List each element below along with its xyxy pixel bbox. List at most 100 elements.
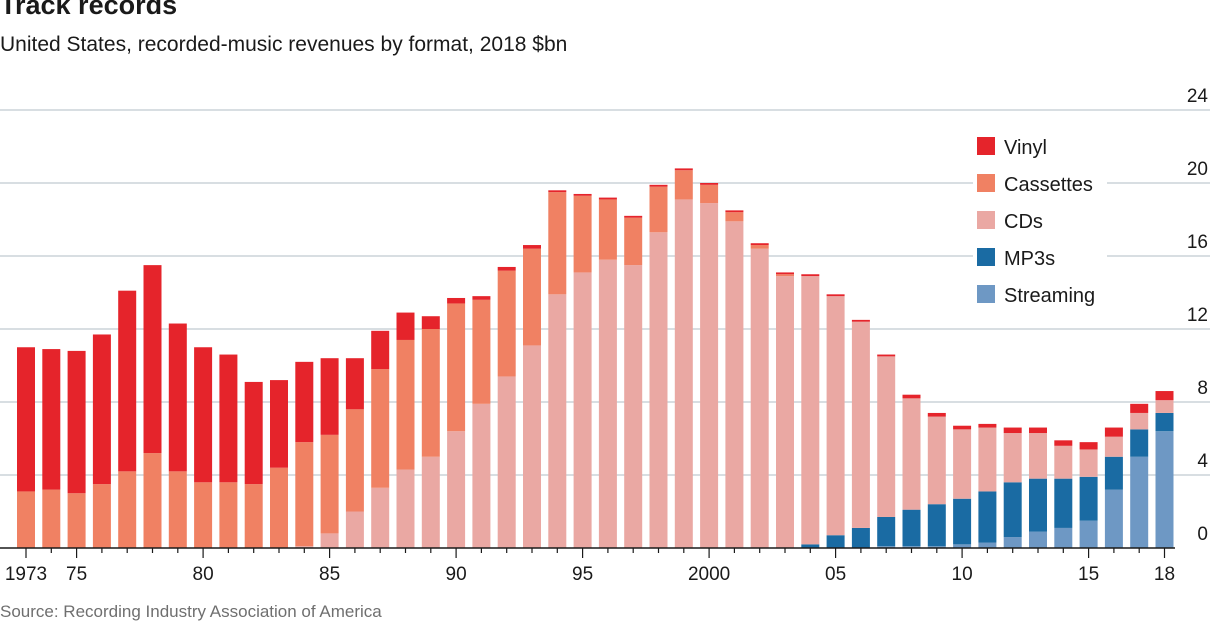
bar-segment-cassettes-1998 — [649, 186, 668, 233]
bar-segment-streaming-2014 — [1054, 527, 1073, 548]
bar-segment-vinyl-1990 — [447, 297, 466, 304]
bar-segment-vinyl-2017 — [1130, 403, 1149, 413]
bar-segment-mp3s-2015 — [1079, 476, 1098, 521]
bar-segment-vinyl-1988 — [396, 312, 415, 340]
bar-segment-vinyl-1993 — [523, 245, 541, 249]
chart-subtitle: United States, recorded-music revenues b… — [0, 33, 568, 56]
bar-segment-cds-2003 — [776, 276, 794, 548]
bar-segment-cds-1994 — [548, 294, 567, 548]
bar-segment-vinyl-2016 — [1104, 427, 1123, 437]
bar-segment-cds-2004 — [801, 276, 820, 545]
bar-segment-vinyl-1987 — [371, 330, 390, 370]
bar-segment-cassettes-1977 — [118, 471, 137, 548]
axes: 1973 75 80 85 90 95 2000 05 10 15 18 — [0, 547, 1175, 585]
bar-segment-vinyl-2008 — [902, 394, 921, 399]
bar-segment-cds-1996 — [598, 259, 617, 548]
bar-segment-cassettes-1980 — [194, 482, 213, 548]
x-tick-label: 18 — [1154, 564, 1175, 585]
bar-segment-cds-2012 — [1003, 433, 1022, 483]
bar-segment-vinyl-1985 — [320, 358, 339, 435]
legend-swatch-mp3s — [977, 248, 995, 266]
bar-segment-vinyl-1975 — [67, 350, 86, 494]
bar-segment-cassettes-1986 — [345, 409, 364, 512]
bar-segment-cassettes-1991 — [472, 299, 491, 404]
y-tick-label: 24 — [1187, 86, 1209, 107]
bar-segment-cds-1984 — [295, 546, 314, 548]
bar-segment-cassettes-1975 — [67, 493, 86, 548]
bar-segment-vinyl-2012 — [1003, 427, 1022, 434]
bar-segment-streaming-2007 — [877, 546, 896, 548]
bar-segment-vinyl-1995 — [573, 193, 592, 196]
bar-segment-vinyl-2006 — [851, 319, 870, 322]
bar-segment-cassettes-2001 — [725, 212, 744, 222]
bar-segment-vinyl-1996 — [598, 197, 617, 200]
bar-segment-cassettes-1992 — [497, 270, 516, 377]
bar-segment-vinyl-2002 — [750, 243, 769, 246]
bar-segment-cds-2008 — [902, 398, 921, 510]
legend-label-vinyl: Vinyl — [1004, 137, 1047, 159]
bar-segment-vinyl-2009 — [927, 412, 946, 417]
bar-segment-mp3s-2005 — [826, 535, 845, 548]
legend-bg — [973, 281, 1107, 309]
bar-segment-streaming-2018 — [1155, 431, 1174, 548]
legend-swatch-streaming — [977, 285, 995, 303]
bar-segment-vinyl-2003 — [776, 272, 794, 275]
bar-segment-cds-1986 — [345, 511, 364, 548]
bar-segment-cassettes-1999 — [674, 170, 693, 200]
bar-segment-vinyl-2005 — [826, 294, 845, 297]
bar-segment-cds-2000 — [700, 203, 719, 548]
bar-segment-mp3s-2011 — [978, 491, 997, 543]
bar-segment-vinyl-2010 — [953, 425, 972, 430]
bar-segment-streaming-2008 — [902, 546, 921, 548]
chart-title: Track records — [0, 0, 178, 20]
bar-segment-vinyl-1989 — [421, 316, 440, 329]
bar-segment-streaming-2009 — [927, 546, 946, 548]
bar-segment-cassettes-2000 — [700, 184, 719, 204]
legend-label-streaming: Streaming — [1004, 285, 1095, 307]
bar-segment-vinyl-2001 — [725, 210, 744, 213]
bar-segment-cassettes-1995 — [573, 195, 592, 273]
x-tick-label: 90 — [446, 564, 467, 585]
legend-label-mp3s: MP3s — [1004, 248, 1055, 270]
bar-segment-mp3s-2010 — [953, 498, 972, 545]
bar-segment-vinyl-1997 — [624, 215, 643, 218]
bar-segment-cassettes-1979 — [168, 471, 187, 548]
bar-segment-cassettes-1978 — [143, 453, 162, 548]
source-note: Source: Recording Industry Association o… — [0, 602, 382, 621]
y-tick-label: 12 — [1187, 305, 1208, 326]
bar-segment-cds-1991 — [472, 403, 491, 548]
bar-segment-cds-1995 — [573, 272, 592, 548]
legend-bg — [973, 207, 1107, 235]
bar-segment-cds-1990 — [447, 431, 466, 548]
bar-segment-cds-1992 — [497, 376, 516, 548]
bar-segment-mp3s-2016 — [1104, 456, 1123, 490]
legend-swatch-cassettes — [977, 174, 995, 192]
bar-segment-mp3s-2009 — [927, 504, 946, 547]
bar-segment-streaming-2015 — [1079, 520, 1098, 548]
legend-swatch-vinyl — [977, 137, 995, 155]
bar-segment-streaming-2017 — [1130, 456, 1149, 548]
x-tick-label: 05 — [825, 564, 846, 585]
legend-label-cds: CDs — [1004, 211, 1043, 233]
bar-segment-streaming-2011 — [978, 542, 997, 548]
bar-segment-mp3s-2014 — [1054, 478, 1073, 528]
bar-segment-cds-2001 — [725, 221, 744, 548]
bar-segment-cds-2005 — [826, 296, 845, 536]
legend-bg — [973, 244, 1107, 272]
bar-segment-cassettes-1990 — [447, 303, 466, 432]
x-tick-label: 15 — [1078, 564, 1099, 585]
bar-segment-cassettes-1976 — [92, 484, 111, 548]
legend-swatch-cds — [977, 211, 995, 229]
bar-segment-vinyl-1984 — [295, 361, 314, 443]
bar-segment-streaming-2012 — [1003, 537, 1022, 548]
x-tick-label: 85 — [319, 564, 340, 585]
bar-segment-vinyl-1976 — [92, 334, 111, 485]
x-tick-label: 75 — [66, 564, 87, 585]
bar-segment-vinyl-1979 — [168, 323, 187, 472]
bar-segment-cds-2011 — [978, 427, 997, 492]
bar-segment-vinyl-1977 — [118, 290, 137, 472]
bar-segment-cassettes-1985 — [320, 434, 339, 534]
bar-segment-vinyl-1999 — [674, 168, 693, 171]
bar-segment-cds-2007 — [877, 356, 896, 517]
bar-segment-cds-2006 — [851, 321, 870, 528]
